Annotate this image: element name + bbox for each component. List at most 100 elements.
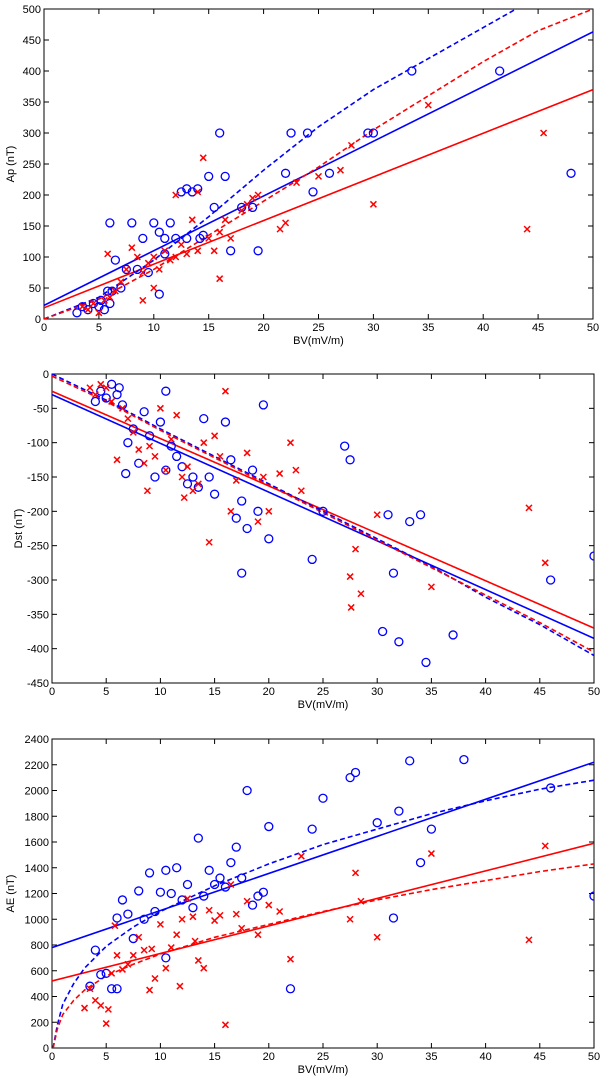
x-tick-label: 20 xyxy=(257,322,269,334)
data-point-circle xyxy=(138,233,148,244)
data-point-circle xyxy=(154,289,164,299)
data-point-circle xyxy=(112,913,122,923)
data-point-cross xyxy=(227,507,235,515)
data-point-circle xyxy=(90,396,101,407)
data-point-circle xyxy=(226,246,236,256)
data-point-circle xyxy=(220,417,231,427)
data-point-circle xyxy=(132,264,142,275)
data-point-cross xyxy=(216,452,224,460)
y-tick-label: -100 xyxy=(27,438,49,450)
data-point-cross xyxy=(86,384,94,392)
x-tick-label: 40 xyxy=(479,1051,491,1063)
x-tick-label: 30 xyxy=(371,1051,383,1063)
data-point-cross xyxy=(111,922,119,930)
data-point-circle xyxy=(161,953,171,963)
data-point-circle xyxy=(94,301,104,312)
data-point-cross xyxy=(178,473,186,481)
data-point-circle xyxy=(285,984,296,994)
data-point-cross xyxy=(166,256,174,264)
data-point-circle xyxy=(123,438,133,448)
data-point-circle xyxy=(105,218,115,228)
data-point-cross xyxy=(143,487,151,495)
data-point-circle xyxy=(220,171,230,182)
data-point-circle xyxy=(405,516,415,527)
data-point-circle xyxy=(253,891,263,901)
data-point-circle xyxy=(88,298,99,309)
x-tick-label: 25 xyxy=(317,686,329,698)
data-point-cross xyxy=(172,253,180,261)
data-point-cross xyxy=(124,415,132,423)
data-point-cross xyxy=(140,946,148,954)
data-point-circle xyxy=(161,865,171,875)
blue-linear-fit xyxy=(52,393,594,640)
x-tick-label: 50 xyxy=(588,686,600,698)
data-point-circle xyxy=(307,824,317,834)
data-point-circle xyxy=(345,455,355,465)
data-point-cross xyxy=(140,459,148,467)
data-point-cross xyxy=(254,518,262,526)
data-point-cross xyxy=(95,309,103,317)
data-point-cross xyxy=(211,917,219,925)
chart-2: 0 5 10 15 20 25 30 35 40 45 50 0 -50 -100 -150 -200 -250… xyxy=(13,369,600,711)
data-point-cross xyxy=(243,897,251,905)
data-point-cross xyxy=(118,965,126,973)
x-tick-label: 10 xyxy=(148,322,160,334)
data-point-circle xyxy=(110,255,121,265)
data-point-circle xyxy=(264,821,274,832)
data-point-circle xyxy=(545,783,556,793)
y-tick-label: -200 xyxy=(27,506,49,518)
data-point-cross xyxy=(238,206,246,215)
data-point-cross xyxy=(188,216,196,224)
data-point-circle xyxy=(154,227,164,237)
data-point-cross xyxy=(155,265,163,273)
data-point-circle xyxy=(264,534,274,544)
blue-linear-fit xyxy=(52,761,594,949)
data-point-cross xyxy=(194,480,202,488)
plot-frame xyxy=(51,738,595,1049)
data-point-circle xyxy=(182,184,192,194)
data-point-circle xyxy=(415,857,426,868)
y-tick-label: -450 xyxy=(27,678,49,690)
data-point-cross xyxy=(265,901,273,909)
data-point-circle xyxy=(144,868,155,878)
data-point-circle xyxy=(405,756,415,766)
data-point-circle xyxy=(171,233,181,244)
plot-area xyxy=(52,754,594,1048)
data-point-circle xyxy=(188,472,198,482)
data-point-circle xyxy=(96,386,106,396)
x-tick-label: 0 xyxy=(41,322,47,334)
data-point-cross xyxy=(373,511,381,519)
y-tick-label: 250 xyxy=(23,159,41,171)
data-point-circle xyxy=(247,900,258,910)
data-point-cross xyxy=(200,964,208,972)
y-tick-label: 2400 xyxy=(25,734,49,746)
data-point-cross xyxy=(336,166,344,174)
data-point-cross xyxy=(167,435,175,443)
x-tick-label: 35 xyxy=(425,686,437,698)
y-tick-label: 350 xyxy=(23,97,41,109)
data-point-circle xyxy=(307,554,317,565)
x-tick-label: 45 xyxy=(532,322,544,334)
data-point-cross xyxy=(162,964,170,972)
y-tick-label: 0 xyxy=(35,314,41,326)
data-point-circle xyxy=(308,187,318,197)
data-point-circle xyxy=(116,283,126,293)
data-point-circle xyxy=(209,879,220,890)
data-point-cross xyxy=(97,380,105,388)
data-point-circle xyxy=(204,472,214,482)
x-tick-label: 15 xyxy=(203,322,215,334)
data-point-cross xyxy=(177,241,185,249)
data-point-circle xyxy=(172,863,182,873)
data-point-circle xyxy=(286,128,296,138)
data-point-cross xyxy=(221,1021,229,1029)
data-point-cross xyxy=(282,219,290,227)
y-tick-label: 600 xyxy=(31,966,49,978)
x-tick-label: 20 xyxy=(263,686,275,698)
data-point-cross xyxy=(78,303,86,311)
data-point-circle xyxy=(566,168,576,178)
data-point-cross xyxy=(523,225,531,233)
data-point-circle xyxy=(161,386,171,396)
data-point-cross xyxy=(347,603,355,611)
y-tick-label: 0 xyxy=(43,369,49,381)
